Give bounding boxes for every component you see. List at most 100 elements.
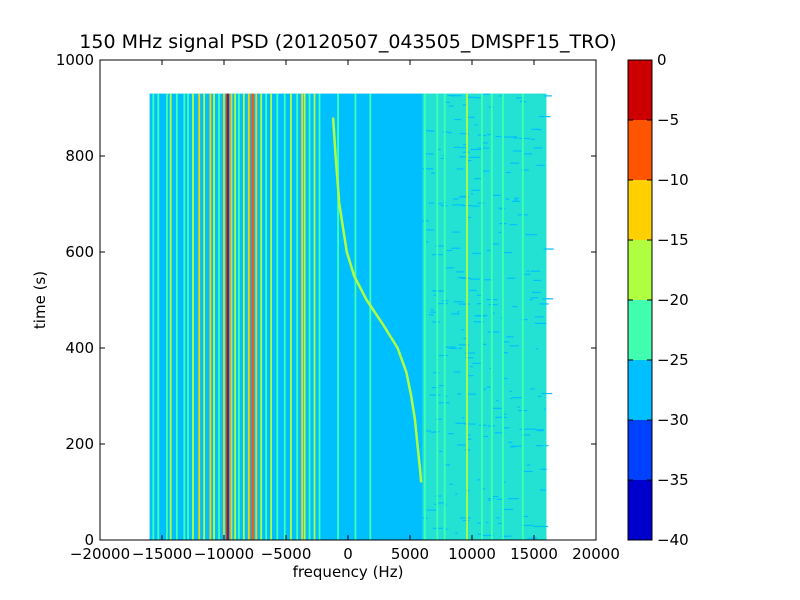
noise-speckle	[430, 130, 435, 132]
spectral-line	[318, 93, 321, 540]
noise-speckle	[516, 97, 523, 99]
colorbar-segment	[628, 180, 652, 240]
spectral-line	[313, 93, 316, 540]
noise-speckle	[504, 251, 512, 254]
noise-speckle	[459, 195, 466, 197]
noise-speckle	[438, 354, 448, 357]
noise-speckle	[470, 148, 482, 151]
y-axis-label: time (s)	[31, 271, 49, 329]
noise-speckle	[465, 434, 471, 436]
spectral-line	[251, 93, 254, 540]
x-tick-label: 15000	[510, 545, 558, 563]
spectral-line	[175, 93, 178, 540]
noise-speckle	[453, 146, 461, 148]
y-axis: 0 200 400 600 800 1000	[56, 51, 596, 549]
colorbar-tick-label: −10	[657, 171, 689, 189]
spectral-line	[203, 93, 206, 540]
spectral-line	[265, 93, 268, 540]
noise-speckle	[448, 105, 454, 107]
noise-speckle	[542, 298, 554, 300]
noise-speckle	[430, 311, 436, 313]
noise-speckle	[540, 468, 547, 470]
noise-speckle	[425, 241, 429, 243]
noise-speckle	[483, 435, 488, 438]
noise-speckle	[531, 291, 542, 294]
noise-speckle	[452, 231, 460, 233]
noise-speckle	[533, 147, 543, 149]
noise-speckle	[486, 386, 491, 388]
spectral-line	[242, 93, 245, 540]
noise-speckle	[541, 392, 553, 395]
noise-speckle	[445, 346, 456, 348]
noise-speckle	[433, 372, 440, 374]
noise-speckle	[459, 344, 470, 346]
noise-speckle	[529, 299, 533, 301]
noise-speckle	[468, 116, 475, 118]
colorbar-tick-label: 0	[657, 51, 667, 69]
noise-speckle	[486, 133, 492, 136]
noise-speckle	[423, 153, 434, 155]
colorbar-tick-label: −35	[657, 471, 689, 489]
noise-speckle	[425, 430, 431, 432]
noise-speckle	[534, 316, 544, 318]
plot-area: −20000 −15000 −10000 −5000 0 5000 10000 15000 20…	[56, 51, 620, 563]
noise-speckle	[533, 279, 541, 282]
noise-speckle	[482, 343, 487, 345]
spectral-line	[218, 93, 220, 540]
noise-speckle	[444, 464, 450, 466]
noise-speckle	[503, 481, 506, 483]
noise-speckle	[537, 430, 544, 432]
noise-speckle	[457, 444, 466, 446]
colorbar-segment	[628, 360, 652, 420]
noise-speckle	[523, 153, 533, 155]
noise-speckle	[459, 156, 468, 158]
spectral-line	[354, 93, 357, 540]
noise-speckle	[487, 331, 500, 333]
spectral-line	[296, 93, 299, 540]
x-tick-label: −5000	[261, 545, 312, 563]
noise-speckle	[453, 371, 461, 373]
noise-speckle	[530, 138, 535, 140]
noise-speckle	[464, 423, 476, 425]
spectral-line	[502, 93, 504, 540]
noise-region	[422, 93, 547, 540]
spectral-line	[247, 93, 250, 540]
spectral-line	[169, 93, 172, 540]
noise-speckle	[444, 528, 448, 530]
x-tick-label: 5000	[391, 545, 429, 563]
noise-speckle	[508, 498, 519, 500]
noise-speckle	[459, 196, 470, 198]
spectral-line	[443, 93, 446, 540]
noise-speckle	[498, 231, 502, 234]
noise-speckle	[472, 252, 482, 254]
noise-speckle	[538, 115, 551, 118]
noise-speckle	[543, 248, 554, 250]
colorbar: −40 −35 −30 −25 −20 −15 −10 −5 0	[627, 51, 689, 549]
noise-speckle	[460, 133, 467, 135]
noise-speckle	[428, 314, 434, 316]
noise-speckle	[439, 450, 443, 452]
noise-speckle	[509, 345, 519, 347]
spectral-line	[234, 93, 237, 540]
noise-speckle	[513, 136, 517, 138]
noise-speckle	[476, 294, 482, 297]
noise-speckle	[524, 273, 531, 275]
noise-speckle	[491, 243, 500, 245]
noise-speckle	[472, 205, 480, 207]
noise-speckle	[446, 249, 453, 252]
colorbar-tick-label: −25	[657, 351, 689, 369]
noise-speckle	[512, 305, 518, 308]
noise-speckle	[430, 309, 434, 311]
noise-speckle	[543, 95, 552, 97]
spectral-line	[192, 93, 194, 540]
noise-speckle	[483, 388, 487, 390]
noise-speckle	[440, 157, 446, 160]
noise-speckle	[453, 301, 464, 303]
noise-speckle	[457, 393, 461, 395]
noise-speckle	[474, 97, 482, 99]
noise-speckle	[467, 159, 472, 162]
spectral-line	[337, 93, 339, 540]
spectral-line	[226, 93, 229, 540]
noise-speckle	[492, 194, 501, 196]
noise-speckle	[469, 156, 481, 158]
